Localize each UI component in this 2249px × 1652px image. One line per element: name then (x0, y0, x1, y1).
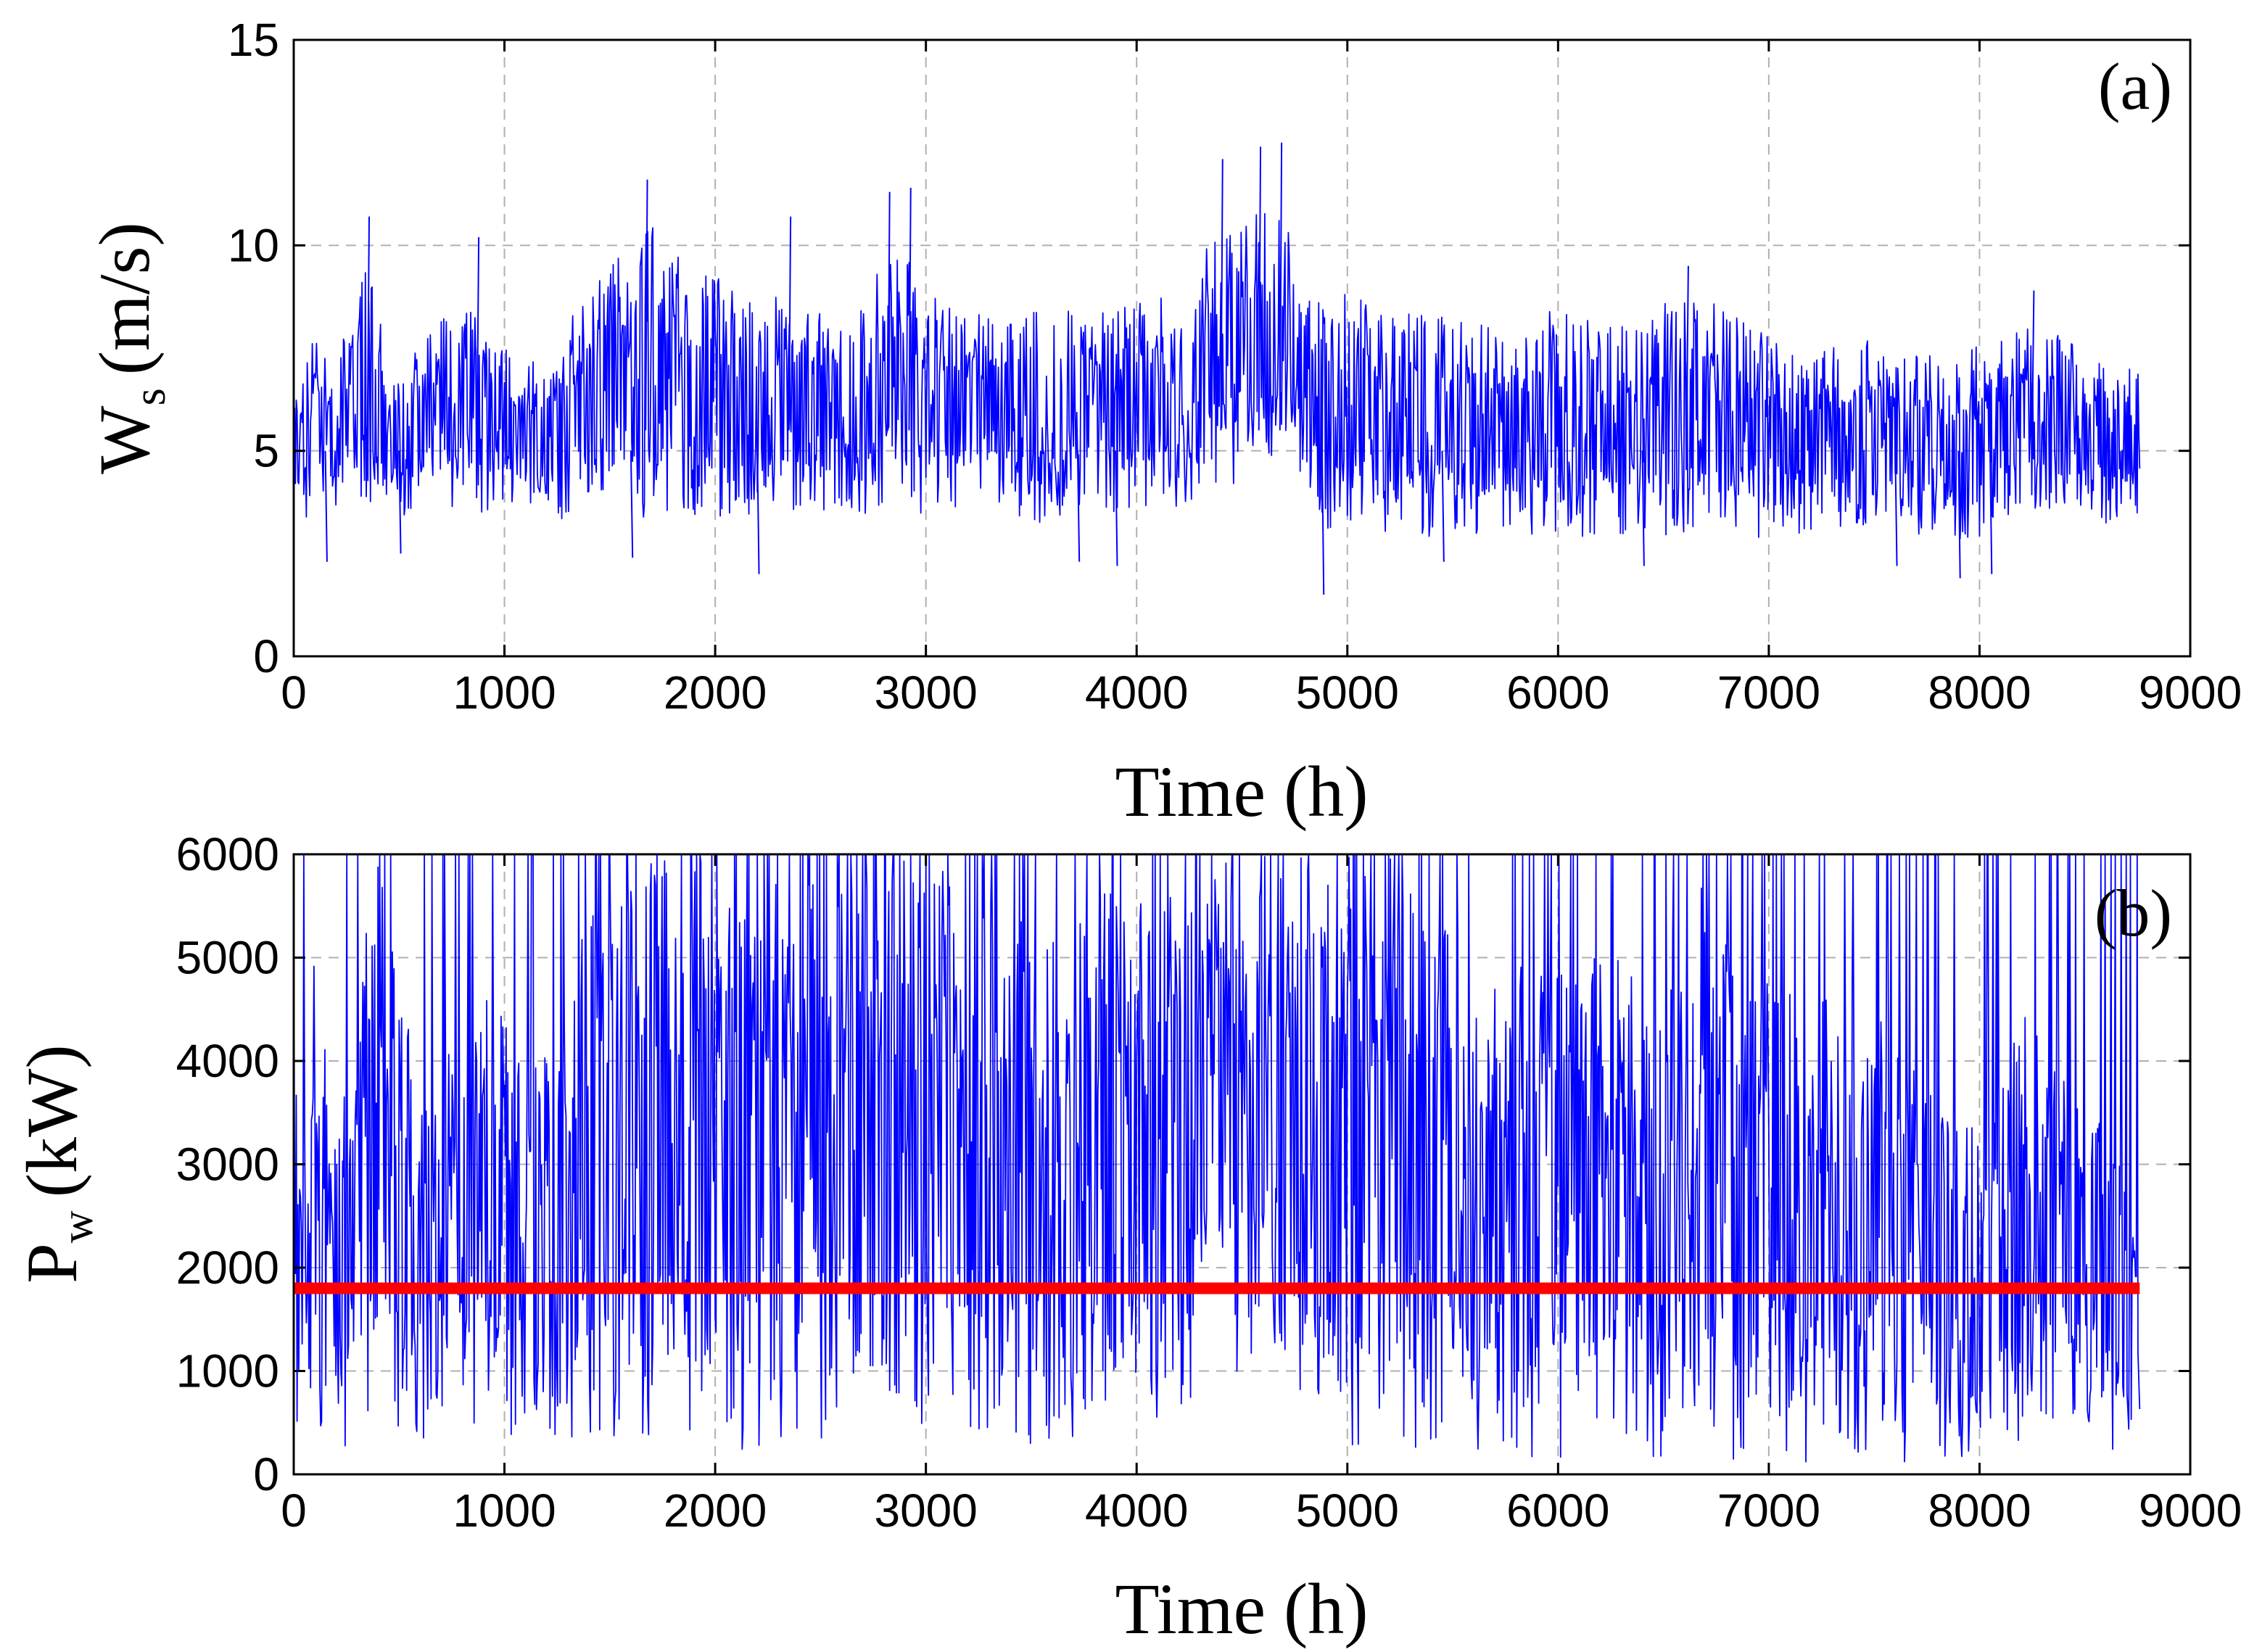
x-tick-label: 8000 (1928, 666, 2031, 719)
x-tick-label: 9000 (2139, 666, 2242, 719)
panel-a-plot-area (294, 40, 2190, 656)
x-tick-label: 2000 (664, 1484, 767, 1537)
y-tick-label: 2000 (176, 1242, 279, 1294)
panel-b-ticks: 0 1000 2000 3000 4000 5000 6000 7000 8000 9000 0 10… (176, 828, 2242, 1537)
y-tick-label: 3000 (176, 1139, 279, 1191)
series-peak (2031, 290, 2035, 431)
x-tick-label: 1000 (453, 666, 556, 719)
series-trough (630, 450, 634, 558)
series-trough (1441, 450, 1445, 562)
y-tick-label: 0 (253, 1448, 279, 1500)
y-tick-label: 10 (228, 219, 279, 271)
panel-a-y-axis-subscript: s (125, 388, 175, 405)
x-tick-label: 3000 (874, 666, 977, 719)
series-trough (1641, 450, 1645, 566)
panel-b-x-axis-label: Time (h) (1115, 1569, 1368, 1649)
x-tick-label: 5000 (1296, 666, 1399, 719)
x-tick-label: 4000 (1085, 666, 1188, 719)
y-tick-label: 15 (228, 14, 279, 66)
panel-b-label: (b) (2095, 876, 2172, 950)
panel-b-series-wind-power (293, 854, 2141, 1463)
series-peak (887, 191, 891, 431)
panel-a-grid (294, 40, 2190, 656)
x-tick-label: 6000 (1506, 1484, 1609, 1537)
y-tick-label: 4000 (176, 1035, 279, 1087)
x-tick-label: 5000 (1296, 1484, 1399, 1537)
series-peak (1220, 159, 1223, 431)
series-peak (1685, 265, 1689, 431)
panel-b-y-axis-unit: (kW) (12, 1044, 92, 1197)
panel-a-y-axis-symbol: W (84, 405, 165, 474)
series-peak (476, 236, 480, 431)
series-peak (788, 216, 792, 431)
panel-a-x-axis-label: Time (h) (1115, 751, 1368, 832)
x-tick-label: 9000 (2139, 1484, 2242, 1537)
y-tick-label: 5 (253, 425, 279, 477)
series-trough (1989, 450, 1993, 574)
panel-a-y-axis-unit: (m/s) (84, 222, 165, 375)
x-tick-label: 0 (281, 666, 307, 719)
y-tick-label: 1000 (176, 1345, 279, 1397)
panel-a-frame (292, 38, 2192, 658)
panel-b-y-axis-symbol: P (12, 1243, 92, 1284)
panel-a-label: (a) (2098, 49, 2172, 123)
series-trough (1076, 450, 1081, 562)
series-trough (756, 450, 760, 574)
series-peak (1279, 142, 1283, 431)
x-tick-label: 7000 (1717, 1484, 1820, 1537)
panel-b-y-axis-label: Pw (kW) (12, 1044, 102, 1283)
x-tick-label: 3000 (874, 1484, 977, 1537)
x-tick-label: 1000 (453, 1484, 556, 1537)
x-tick-label: 7000 (1717, 666, 1820, 719)
panel-b-y-axis-subscript: w (53, 1210, 102, 1243)
y-tick-label: 5000 (176, 932, 279, 984)
panel-b-wind-power: 0 1000 2000 3000 4000 5000 6000 7000 8000 9000 0 10… (12, 828, 2242, 1649)
panel-a-ticks: 0 1000 2000 3000 4000 5000 6000 7000 8000 9000 0 5 1… (228, 14, 2242, 719)
x-tick-label: 0 (281, 1484, 307, 1537)
series-trough (398, 450, 402, 554)
y-tick-label: 6000 (176, 828, 279, 880)
series-peak (908, 187, 912, 431)
x-tick-label: 6000 (1506, 666, 1609, 719)
series-peak (1258, 146, 1262, 431)
series-trough (324, 450, 328, 562)
series-trough (1321, 450, 1325, 595)
x-tick-label: 4000 (1085, 1484, 1188, 1537)
series-trough (1894, 450, 1898, 566)
panel-a-y-axis-label: Ws (m/s) (84, 222, 175, 474)
x-tick-label: 2000 (664, 666, 767, 719)
y-tick-label: 0 (253, 630, 279, 682)
series-line (293, 854, 2141, 1463)
series-peak (366, 216, 371, 431)
x-tick-label: 8000 (1928, 1484, 2031, 1537)
panel-a-series-wind-speed (293, 142, 2141, 595)
series-line (293, 212, 2141, 540)
panel-a-wind-speed: 0 1000 2000 3000 4000 5000 6000 7000 8000 9000 0 5 1… (84, 14, 2242, 832)
series-peak (645, 179, 648, 431)
series-trough (1957, 450, 1961, 579)
series-trough (1115, 450, 1118, 566)
